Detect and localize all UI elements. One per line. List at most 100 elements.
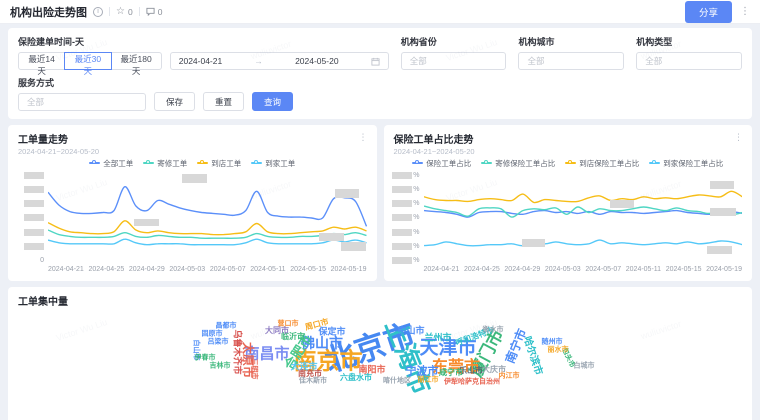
wordcloud-word: 六盘水市 xyxy=(340,373,372,382)
x-axis-label: 2024-05-15 xyxy=(290,266,327,273)
x-axis-label: 2024-04-29 xyxy=(504,266,541,273)
legend-item[interactable]: 保险工单占比 xyxy=(412,158,471,169)
filter-time-group: 保险建单时间-天 最近14天 最近30天 最近180天 2024-04-21 →… xyxy=(18,33,389,76)
y-axis-label-redacted: % xyxy=(392,228,420,236)
wordcloud-word: 东莞市 xyxy=(431,359,481,376)
legend-dot-icon xyxy=(145,159,150,164)
legend-dot-icon xyxy=(651,159,656,164)
plot-area[interactable] xyxy=(48,172,367,264)
wordcloud-word: 随州市 xyxy=(541,338,563,346)
wordcloud-word: 衡水市 xyxy=(482,326,504,334)
redaction-mask xyxy=(392,172,413,179)
quick-range-group: 最近14天 最近30天 最近180天 xyxy=(18,52,162,76)
info-icon[interactable]: i xyxy=(93,6,103,17)
type-select[interactable]: 全部 xyxy=(636,52,743,70)
redaction-mask xyxy=(133,218,159,227)
legend-item[interactable]: 全部工单 xyxy=(89,158,133,169)
legend-dot-icon xyxy=(199,159,204,164)
wordcloud-word: 佳木斯市 xyxy=(299,377,327,385)
redaction-mask xyxy=(392,214,413,222)
y-axis-label-redacted xyxy=(24,186,44,194)
province-select[interactable]: 全部 xyxy=(400,52,507,70)
legend-marker-icon xyxy=(481,159,493,164)
chart-more-icon[interactable]: ⋮ xyxy=(734,132,743,142)
reset-button[interactable]: 重置 xyxy=(203,92,245,111)
filter-type-group: 机构类型 全部 xyxy=(636,33,743,70)
time-filter-label: 保险建单时间-天 xyxy=(18,37,84,47)
y-axis-suffix: % xyxy=(413,214,420,222)
y-axis: %%%%%%% xyxy=(392,172,424,264)
page-title: 机构出险走势图 xyxy=(10,6,87,19)
wordcloud-word: 昌都市 xyxy=(215,322,237,330)
star-counter[interactable]: ☆ 0 xyxy=(116,6,133,17)
workorder-volume-chart-card: 工单量走势 2024-04-21~2024-05-20 ⋮ 全部工单 寄修工单 到店… xyxy=(8,125,377,281)
y-axis-suffix: % xyxy=(413,228,420,236)
legend-label: 寄修工单 xyxy=(157,158,188,168)
redaction-mask xyxy=(392,256,413,264)
wordcloud-word: 天津市 xyxy=(419,337,477,359)
date-range-input[interactable]: 2024-04-21 → 2024-05-20 xyxy=(169,52,389,70)
range-14d-button[interactable]: 最近14天 xyxy=(18,52,66,76)
redaction-mask xyxy=(710,181,735,190)
y-axis-zero-label: 0 xyxy=(40,256,44,264)
wordcloud-word: 中山市 xyxy=(397,325,425,336)
legend-item[interactable]: 寄修保险工单占比 xyxy=(481,158,555,169)
more-menu-icon[interactable]: ⋮ xyxy=(740,6,750,17)
redaction-mask xyxy=(706,245,733,254)
service-select[interactable]: 全部 xyxy=(18,93,146,111)
chart-title: 工单量走势 xyxy=(18,135,68,146)
divider xyxy=(109,7,110,16)
share-button[interactable]: 分享 xyxy=(684,0,732,23)
charts-row: 工单量走势 2024-04-21~2024-05-20 ⋮ 全部工单 寄修工单 到店… xyxy=(8,125,752,281)
legend-item[interactable]: 到家保险工单占比 xyxy=(649,158,723,169)
wordcloud-word: 南充市 xyxy=(298,369,322,378)
range-30d-button[interactable]: 最近30天 xyxy=(64,52,112,76)
legend-item[interactable]: 到家工单 xyxy=(251,158,295,169)
calendar-icon xyxy=(371,57,380,66)
y-axis-label-redacted: % xyxy=(392,242,420,250)
redaction-mask xyxy=(24,242,44,250)
redaction-mask xyxy=(392,186,413,194)
y-axis-label-redacted: % xyxy=(392,200,420,208)
legend-marker-icon xyxy=(649,159,661,164)
wordcloud-word: 大庆市 xyxy=(482,365,506,374)
star-count: 0 xyxy=(127,6,133,17)
legend-item[interactable]: 到店保险工单占比 xyxy=(565,158,639,169)
save-button[interactable]: 保存 xyxy=(154,92,196,111)
legend-item[interactable]: 到店工单 xyxy=(197,158,241,169)
legend-item[interactable]: 寄修工单 xyxy=(143,158,187,169)
y-axis-label-redacted: % xyxy=(392,172,420,179)
range-180d-button[interactable]: 最近180天 xyxy=(110,52,162,76)
filter-service-group: 服务方式 全部 xyxy=(18,74,146,111)
star-icon: ☆ xyxy=(116,6,125,17)
redaction-mask xyxy=(341,241,367,252)
redaction-mask xyxy=(334,188,360,198)
comment-counter[interactable]: 0 xyxy=(146,7,162,17)
city-select[interactable]: 全部 xyxy=(518,52,625,70)
chart-subtitle: 2024-04-21~2024-05-20 xyxy=(18,147,100,156)
y-axis-label-redacted xyxy=(24,172,44,179)
plot-area[interactable] xyxy=(423,172,742,264)
series-line xyxy=(423,209,742,218)
series-line xyxy=(423,190,742,204)
wordcloud-word: 乌鲁木齐市 xyxy=(232,329,243,375)
query-button[interactable]: 查询 xyxy=(252,92,294,111)
x-axis-label: 2024-04-21 xyxy=(423,266,460,273)
wordcloud-word: 临沂市 xyxy=(281,332,305,341)
legend-label: 寄修保险工单占比 xyxy=(495,158,556,168)
wordcloud-word: 佛山市 xyxy=(301,335,343,351)
y-axis-suffix: % xyxy=(413,200,420,208)
comment-icon xyxy=(146,7,155,16)
legend-label: 到店工单 xyxy=(211,158,242,168)
redaction-mask xyxy=(181,173,207,184)
redaction-mask xyxy=(24,172,44,179)
date-arrow-icon: → xyxy=(254,56,263,66)
date-start-value: 2024-04-21 xyxy=(178,56,223,66)
y-axis-label-redacted: % xyxy=(392,186,420,194)
legend-dot-icon xyxy=(414,159,419,164)
chart-more-icon[interactable]: ⋮ xyxy=(358,132,368,142)
y-axis-label-redacted: % xyxy=(392,214,420,222)
legend-dot-icon xyxy=(483,159,488,164)
x-axis-label: 2024-05-03 xyxy=(169,266,206,273)
wordcloud-word: 丽水市 xyxy=(547,346,569,354)
